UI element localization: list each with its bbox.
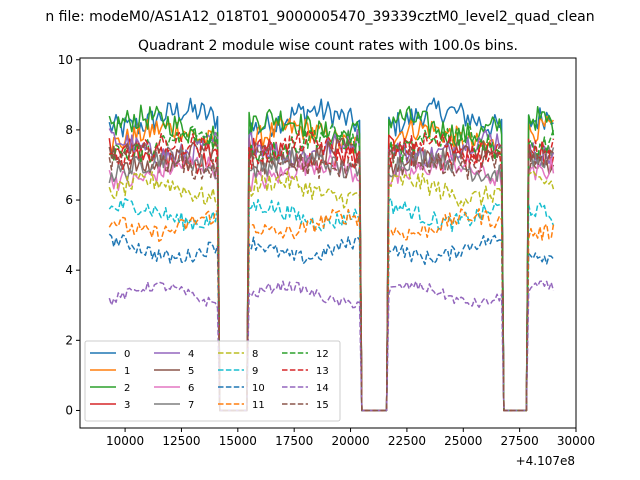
legend-label: 5	[188, 366, 194, 377]
legend-label: 1	[124, 366, 130, 377]
series-line-10	[108, 233, 555, 412]
x-tick-label: 20000	[331, 434, 369, 448]
x-tick-label: 30000	[557, 434, 595, 448]
series-line-9	[108, 197, 555, 412]
legend-label: 8	[252, 349, 258, 360]
x-tick-label: 25000	[444, 434, 482, 448]
legend-label: 4	[188, 349, 194, 360]
y-tick-label: 10	[58, 53, 73, 67]
legend-label: 7	[188, 400, 194, 411]
legend-label: 3	[124, 400, 130, 411]
x-tick-label: 15000	[219, 434, 257, 448]
series-layer	[108, 97, 555, 412]
legend-frame	[84, 340, 341, 422]
series-line-8	[108, 170, 555, 412]
legend-label: 14	[316, 383, 329, 394]
y-tick-label: 6	[65, 193, 73, 207]
series-line-11	[108, 208, 555, 412]
legend-label: 11	[252, 400, 265, 411]
x-tick-label: 27500	[501, 434, 539, 448]
series-line-5	[108, 137, 555, 412]
y-tick-label: 0	[65, 403, 73, 417]
x-tick-label: 10000	[106, 434, 144, 448]
legend-label: 15	[316, 400, 329, 411]
ticks-layer: 10000 12500 15000 17500 20000 22500 25000 27500…	[58, 53, 595, 448]
axes-title: Quadrant 2 module wise count rates with …	[138, 38, 518, 54]
x-tick-label: 22500	[388, 434, 426, 448]
series-line-12	[108, 123, 555, 412]
series-line-15	[108, 141, 554, 412]
legend-label: 2	[124, 383, 130, 394]
legend-label: 12	[316, 349, 329, 360]
series-line-0	[108, 97, 554, 412]
legend-label: 0	[124, 349, 130, 360]
legend-label: 10	[252, 383, 265, 394]
x-tick-label: 17500	[275, 434, 313, 448]
x-tick-label: 12500	[162, 434, 200, 448]
series-line-14	[108, 280, 555, 412]
series-line-13	[109, 130, 555, 412]
y-tick-label: 2	[65, 333, 73, 347]
legend-label: 9	[252, 366, 258, 377]
legend-label: 6	[188, 383, 194, 394]
series-line-2	[108, 104, 555, 412]
axes-frame	[79, 57, 577, 429]
legend-label: 13	[316, 366, 329, 377]
y-tick-label: 4	[65, 263, 73, 277]
y-tick-label: 8	[65, 123, 73, 137]
figure-suptitle: n file: modeM0/AS1A12_018T01_9000005470_…	[45, 9, 594, 25]
x-offset-label: +4.107e8	[516, 454, 575, 468]
